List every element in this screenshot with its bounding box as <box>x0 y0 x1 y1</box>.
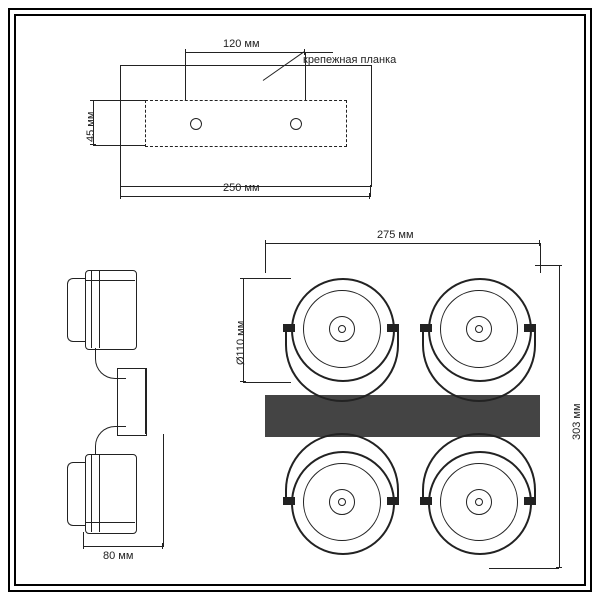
dim-label-plate-width: 250 мм <box>223 182 260 194</box>
dim-line-base-width <box>83 546 163 547</box>
main-front-view: 275 мм Ø110 мм 303 мм <box>225 225 575 570</box>
sv-arm <box>95 426 126 455</box>
dim-label-plate-height: 45 мм <box>85 112 97 142</box>
spot-head <box>291 278 395 382</box>
drawing-stage: 120 мм крепежная планка 45 мм 250 мм <box>0 0 600 600</box>
dim-line-plate-width <box>120 196 370 197</box>
top-plate-view: 120 мм крепежная планка 45 мм 250 мм <box>45 30 370 200</box>
callout-leader <box>303 52 333 53</box>
dim-line-inner-width <box>185 52 305 53</box>
dim-label-width: 275 мм <box>377 229 414 241</box>
mounting-hole <box>290 118 302 130</box>
spot-head <box>428 451 532 555</box>
callout-label: крепежная планка <box>303 54 396 66</box>
sv-head-hatch <box>85 270 135 348</box>
dim-line-width <box>265 243 540 244</box>
dim-line-height <box>559 265 560 568</box>
mounting-bracket-dashed <box>145 100 347 147</box>
dim-label-base-width: 80 мм <box>103 550 133 562</box>
sv-head-hatch <box>85 454 135 532</box>
sv-head-cap <box>67 462 86 526</box>
dim-label-inner-width: 120 мм <box>223 38 260 50</box>
spot-head <box>291 451 395 555</box>
sv-head-cap <box>67 278 86 342</box>
side-elevation-view: 80 мм <box>45 250 215 550</box>
dim-label-height: 303 мм <box>571 403 583 440</box>
dim-label-diameter: Ø110 мм <box>235 321 247 365</box>
spot-head <box>428 278 532 382</box>
mounting-bar <box>265 395 540 437</box>
mounting-hole <box>190 118 202 130</box>
